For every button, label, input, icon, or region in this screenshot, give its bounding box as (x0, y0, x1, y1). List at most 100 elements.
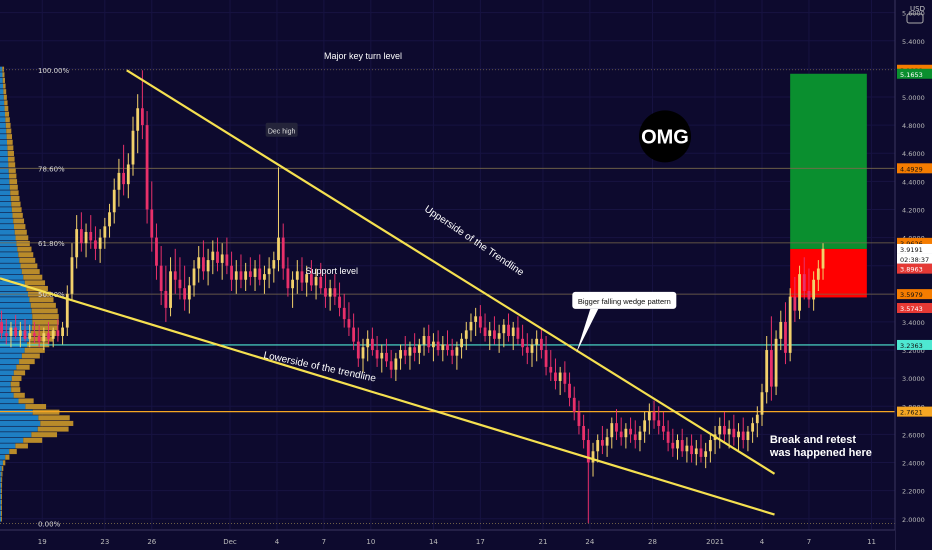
candle-body (511, 327, 515, 336)
candle-body (192, 268, 196, 286)
candle-body (652, 411, 656, 421)
profile-bar-gold (16, 364, 30, 370)
profile-bar-gold (2, 77, 6, 83)
profile-bar-gold (1, 494, 3, 500)
profile-bar-gold (3, 89, 7, 95)
profile-bar-blue (0, 353, 22, 359)
profile-bar-gold (23, 274, 43, 280)
price-axis-bg (895, 0, 932, 550)
price-tag-text: 02:38:37 (900, 256, 929, 264)
candle-body (708, 440, 712, 452)
candle-body (145, 125, 149, 210)
candle-body (704, 451, 708, 457)
candle-body (497, 333, 501, 339)
candle-body (79, 229, 83, 244)
candle-body (633, 434, 637, 441)
candle-body (28, 333, 32, 339)
candle-body (732, 428, 736, 438)
candle-body (253, 268, 257, 277)
candle-body (178, 279, 182, 289)
profile-bar-blue (0, 156, 9, 162)
callout-text: Bigger falling wedge pattern (578, 297, 671, 306)
profile-bar-gold (7, 145, 14, 151)
candle-body (98, 237, 102, 249)
profile-bar-blue (0, 162, 9, 168)
candle-body (51, 330, 55, 339)
candle-body (516, 327, 520, 339)
profile-bar-gold (1, 465, 4, 471)
profile-bar-blue (0, 449, 10, 455)
omg-badge-text: OMG (641, 126, 689, 148)
candle-body (385, 352, 388, 362)
price-axis[interactable]: USD2.00002.20002.40002.60002.80003.00003… (894, 0, 932, 550)
profile-bar-blue (0, 89, 4, 95)
candle-body (619, 431, 623, 438)
candle-body (821, 248, 825, 269)
profile-bar-gold (2, 460, 6, 466)
profile-bar-blue (0, 364, 17, 370)
profile-bar-gold (13, 370, 26, 376)
candle-body (727, 428, 731, 435)
candle-body (309, 274, 313, 286)
profile-bar-blue (0, 460, 3, 466)
profile-bar-blue (0, 359, 20, 365)
candle-body (42, 333, 46, 342)
profile-bar-gold (13, 218, 25, 224)
profile-bar-gold (10, 195, 20, 202)
candle-body (239, 271, 243, 280)
candle-body (441, 344, 445, 351)
candle-body (295, 271, 299, 280)
price-tick: 2.6000 (902, 431, 925, 439)
candle-body (577, 411, 581, 426)
profile-bar-gold (9, 179, 18, 185)
candle-body (164, 291, 168, 308)
candle-body (122, 172, 126, 185)
candle-body (399, 350, 402, 359)
candle-body (432, 341, 435, 348)
candle-body (596, 440, 600, 452)
price-tick: 2.4000 (902, 460, 925, 468)
profile-bar-blue (0, 488, 2, 494)
time-axis[interactable]: 19 23 26 Dec 4 7 10 14 17 21 24 28 2021 4 7 11 (0, 529, 895, 550)
profile-bar-blue (0, 184, 10, 190)
candle-body (187, 285, 191, 300)
candle-body (216, 251, 219, 263)
candle-body (422, 335, 426, 345)
profile-bar-gold (20, 263, 38, 269)
candle-body (769, 350, 773, 387)
candle-body (741, 431, 745, 441)
profile-bar-gold (12, 212, 23, 218)
price-tag-text: 4.4929 (900, 165, 923, 173)
risk-zone (790, 248, 867, 298)
candle-body (183, 288, 187, 300)
profile-bar-blue (0, 106, 5, 112)
candle-body (647, 411, 651, 421)
candle-body (493, 330, 496, 339)
time-tick: 4 (275, 538, 280, 546)
candle-body (558, 372, 562, 381)
candle-body (263, 274, 266, 280)
profile-bar-blue (0, 432, 32, 438)
profile-bar-blue (0, 404, 26, 410)
profile-bar-gold (8, 167, 16, 173)
profile-bar-gold (32, 314, 59, 320)
price-tag-text: 3.8963 (900, 266, 923, 274)
candle-body (586, 440, 590, 463)
profile-bar-blue (0, 252, 19, 258)
price-tag-bg (897, 263, 932, 274)
candle-body (755, 414, 759, 424)
time-axis-bg (0, 530, 895, 550)
price-tick: 5.0000 (902, 94, 925, 102)
profile-bar-blue (0, 94, 4, 100)
profile-bar-blue (0, 437, 24, 443)
callout-pointer (576, 308, 599, 353)
price-tag-text: 3.9626 (900, 240, 923, 248)
profile-bar-gold (30, 302, 56, 308)
candle-body (784, 321, 787, 353)
candle-body (14, 327, 18, 336)
profile-bar-blue (0, 72, 3, 78)
candle-body (314, 276, 318, 286)
profile-bar-gold (37, 426, 69, 432)
candle-body (272, 260, 276, 269)
